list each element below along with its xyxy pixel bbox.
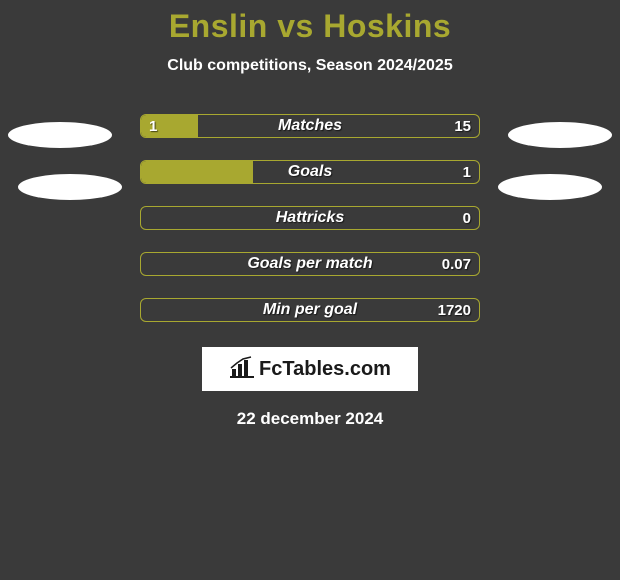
stat-bar: 0.07Goals per match [140, 252, 480, 276]
stat-row: 115Matches [0, 103, 620, 149]
bar-chart-icon [229, 356, 255, 383]
stat-bar-fill-left [141, 161, 253, 183]
source-logo-text: FcTables.com [259, 358, 391, 381]
page-subtitle: Club competitions, Season 2024/2025 [0, 57, 620, 75]
stat-bar: 0Hattricks [140, 206, 480, 230]
stat-value-right: 0 [463, 207, 471, 229]
stat-bar: 1Goals [140, 160, 480, 184]
stat-value-right: 15 [454, 115, 471, 137]
snapshot-date: 22 december 2024 [0, 409, 620, 429]
comparison-card: Enslin vs Hoskins Club competitions, Sea… [0, 0, 620, 429]
stat-label: Hattricks [141, 207, 479, 229]
stat-row: 1Goals [0, 149, 620, 195]
stat-value-right: 0.07 [442, 253, 471, 275]
stat-bar: 1720Min per goal [140, 298, 480, 322]
stat-row: 0Hattricks [0, 195, 620, 241]
stat-row: 1720Min per goal [0, 287, 620, 333]
stats-list: 115Matches1Goals0Hattricks0.07Goals per … [0, 103, 620, 333]
stat-label: Min per goal [141, 299, 479, 321]
stat-value-right: 1720 [438, 299, 471, 321]
stat-bar: 115Matches [140, 114, 480, 138]
source-logo: FcTables.com [202, 347, 418, 391]
page-title: Enslin vs Hoskins [0, 8, 620, 45]
stat-label: Goals per match [141, 253, 479, 275]
stat-row: 0.07Goals per match [0, 241, 620, 287]
stat-value-left: 1 [149, 115, 157, 137]
stat-value-right: 1 [463, 161, 471, 183]
